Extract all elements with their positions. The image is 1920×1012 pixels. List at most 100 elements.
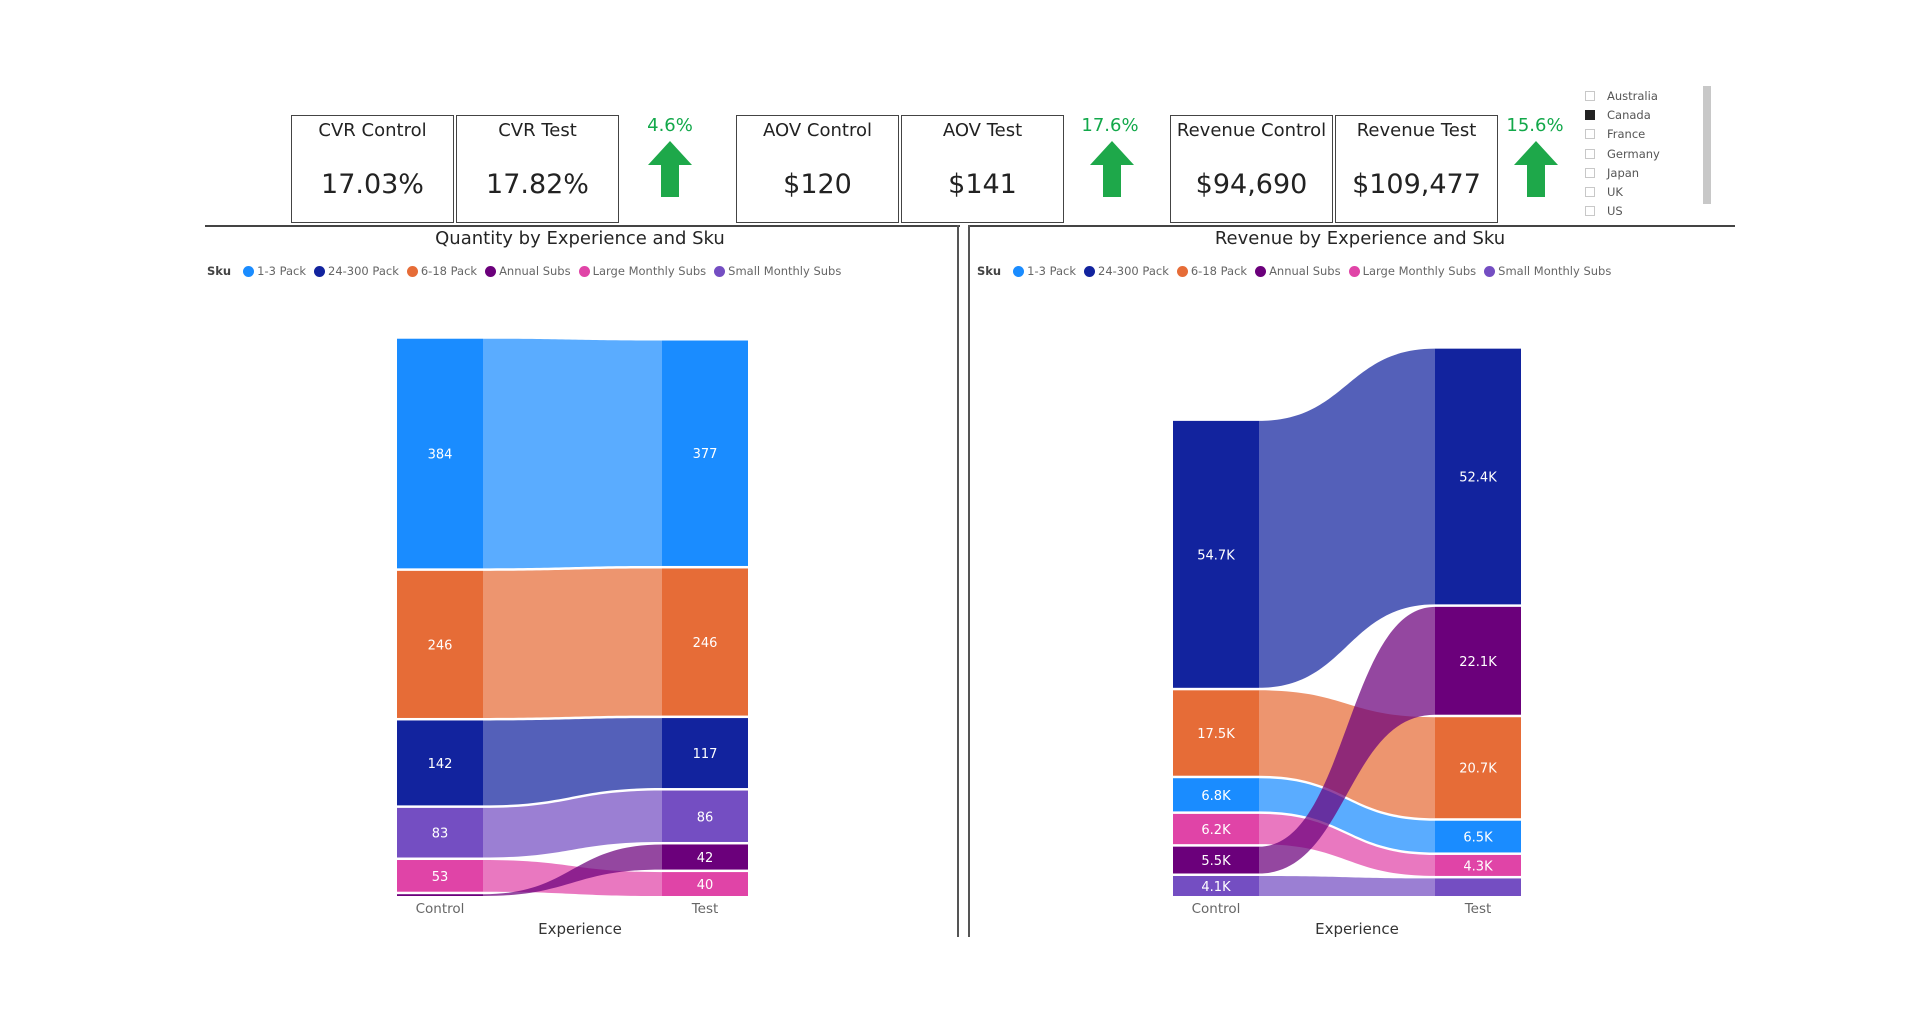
data-label: 54.7K: [1197, 548, 1235, 563]
bar-segment-1-3-pack[interactable]: [397, 338, 483, 569]
kpi-card-cvr-test: CVR Test 17.82%: [456, 115, 619, 223]
checkbox[interactable]: [1585, 129, 1595, 140]
country-slicer[interactable]: Australia Canada France Germany Japan UK US: [1585, 86, 1715, 221]
legend-item[interactable]: Large Monthly Subs: [1348, 264, 1476, 278]
bar-segment-annual-subs[interactable]: [662, 844, 748, 870]
bar-segment-6-18-pack[interactable]: [1173, 690, 1259, 776]
divider-right: [970, 225, 1735, 227]
legend-item[interactable]: 1-3 Pack: [243, 264, 306, 278]
bar-segment-large-monthly-subs[interactable]: [1173, 813, 1259, 845]
chart-title-revenue: Revenue by Experience and Sku: [1214, 228, 1506, 249]
x-axis-title-quantity: Experience: [538, 920, 622, 938]
legend-item[interactable]: Annual Subs: [1255, 264, 1341, 278]
bar-segment-small-monthly-subs[interactable]: [1173, 875, 1259, 896]
kpi-card-revenue-test: Revenue Test $109,477: [1335, 115, 1498, 223]
legend-revenue: Sku 1-3 Pack 24-300 Pack 6-18 Pack Annual S…: [977, 264, 1619, 278]
slicer-item-germany[interactable]: Germany: [1585, 144, 1715, 163]
data-label: 4.1K: [1201, 880, 1231, 895]
legend-dot: [314, 265, 326, 277]
data-label: 377: [693, 447, 718, 462]
bar-segment-1-3-pack[interactable]: [662, 340, 748, 566]
ribbon-small-monthly-subs[interactable]: [1259, 875, 1435, 896]
data-label: 6.2K: [1201, 823, 1231, 838]
kpi-value: 17.03%: [321, 169, 424, 200]
legend-dot: [1484, 265, 1496, 277]
bar-segment-6-18-pack[interactable]: [397, 570, 483, 718]
data-label: 53: [432, 870, 449, 885]
bar-segment-24-300-pack[interactable]: [662, 718, 748, 789]
legend-item[interactable]: 6-18 Pack: [406, 264, 477, 278]
ribbon-6-18-pack[interactable]: [483, 568, 662, 718]
checkbox[interactable]: [1585, 148, 1595, 159]
bar-segment-1-3-pack[interactable]: [1173, 778, 1259, 812]
slicer-item-us[interactable]: US: [1585, 202, 1715, 221]
legend-title: Sku: [977, 264, 1002, 278]
kpi-card-cvr-control: CVR Control 17.03%: [291, 115, 454, 223]
ribbon-annual-subs[interactable]: [483, 844, 662, 896]
data-label: 246: [693, 636, 718, 651]
slicer-item-label: US: [1607, 204, 1623, 219]
legend-dot: [1176, 265, 1188, 277]
checkbox[interactable]: [1585, 206, 1595, 217]
kpi-label: AOV Control: [763, 120, 872, 141]
kpi-value: 17.82%: [486, 169, 589, 200]
ribbon-1-3-pack[interactable]: [483, 338, 662, 569]
bar-segment-annual-subs[interactable]: [1173, 846, 1259, 874]
ribbon-annual-subs[interactable]: [1259, 606, 1435, 874]
bar-segment-small-monthly-subs[interactable]: [662, 790, 748, 842]
kpi-card-aov-test: AOV Test $141: [901, 115, 1064, 223]
slicer-item-canada[interactable]: Canada: [1585, 105, 1715, 124]
legend-item[interactable]: 24-300 Pack: [314, 264, 399, 278]
legend-item[interactable]: 24-300 Pack: [1084, 264, 1169, 278]
ribbon-1-3-pack[interactable]: [1259, 778, 1435, 853]
bar-segment-6-18-pack[interactable]: [662, 568, 748, 716]
ribbon-small-monthly-subs[interactable]: [483, 790, 662, 858]
checkbox[interactable]: [1585, 90, 1595, 101]
legend-dot: [714, 265, 726, 277]
aov-delta: 17.6%: [1081, 115, 1139, 136]
legend-dot: [406, 265, 418, 277]
kpi-value: $141: [948, 169, 1017, 200]
bar-segment-annual-subs[interactable]: [397, 894, 483, 896]
legend-dot: [1348, 265, 1360, 277]
bar-segment-small-monthly-subs[interactable]: [1435, 878, 1521, 896]
slicer-item-uk[interactable]: UK: [1585, 182, 1715, 201]
slicer-item-france[interactable]: France: [1585, 125, 1715, 144]
bar-segment-small-monthly-subs[interactable]: [397, 807, 483, 858]
slicer-item-japan[interactable]: Japan: [1585, 163, 1715, 182]
kpi-value: $94,690: [1195, 169, 1308, 200]
bar-segment-large-monthly-subs[interactable]: [1435, 854, 1521, 876]
legend-label: 1-3 Pack: [1027, 264, 1077, 278]
legend-label: Annual Subs: [499, 264, 571, 278]
legend-item[interactable]: Annual Subs: [485, 264, 571, 278]
bar-segment-large-monthly-subs[interactable]: [397, 860, 483, 892]
ribbon-24-300-pack[interactable]: [1259, 348, 1435, 688]
checkbox[interactable]: [1585, 187, 1595, 198]
bar-segment-annual-subs[interactable]: [1435, 606, 1521, 715]
slicer-item-label: Australia: [1607, 88, 1658, 103]
bar-segment-24-300-pack[interactable]: [1435, 348, 1521, 605]
bar-segment-large-monthly-subs[interactable]: [662, 872, 748, 896]
up-arrow-icon: [1090, 141, 1134, 197]
x-tick-label: Test: [1464, 901, 1492, 917]
data-label: 20.7K: [1459, 762, 1497, 777]
bar-segment-24-300-pack[interactable]: [1173, 420, 1259, 688]
data-label: 142: [428, 757, 453, 772]
bar-segment-24-300-pack[interactable]: [397, 720, 483, 806]
bar-segment-1-3-pack[interactable]: [1435, 820, 1521, 853]
legend-item[interactable]: 1-3 Pack: [1013, 264, 1076, 278]
kpi-label: Revenue Test: [1356, 120, 1477, 141]
slicer-item-australia[interactable]: Australia: [1585, 86, 1715, 105]
legend-item[interactable]: 6-18 Pack: [1176, 264, 1247, 278]
slicer-scrollbar[interactable]: [1703, 86, 1711, 204]
data-label: 17.5K: [1197, 727, 1235, 742]
legend-item[interactable]: Small Monthly Subs: [714, 264, 841, 278]
bar-segment-6-18-pack[interactable]: [1435, 717, 1521, 819]
legend-item[interactable]: Small Monthly Subs: [1484, 264, 1611, 278]
slicer-item-label: Japan: [1607, 165, 1640, 180]
ribbon-24-300-pack[interactable]: [483, 718, 662, 806]
checkbox[interactable]: [1585, 167, 1595, 178]
legend-label: Small Monthly Subs: [728, 264, 842, 278]
legend-item[interactable]: Large Monthly Subs: [578, 264, 706, 278]
checkbox[interactable]: [1585, 109, 1595, 120]
